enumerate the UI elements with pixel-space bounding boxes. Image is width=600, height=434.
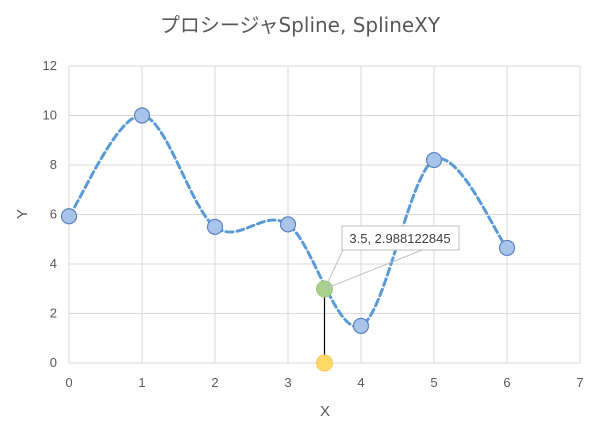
callout-leader-line bbox=[324, 249, 344, 290]
highlight-group bbox=[316, 280, 333, 372]
grid bbox=[68, 65, 581, 364]
y-tick-label: 4 bbox=[50, 256, 57, 271]
y-tick-label: 6 bbox=[50, 207, 57, 222]
y-tick-label: 2 bbox=[50, 306, 57, 321]
y-tick-label: 0 bbox=[50, 355, 57, 370]
data-point bbox=[133, 107, 151, 124]
callout-leader-line bbox=[324, 249, 423, 290]
x-tick-label: 2 bbox=[211, 375, 218, 390]
x-tick-label: 7 bbox=[576, 375, 583, 390]
data-point bbox=[279, 216, 297, 233]
y-axis-title: Y bbox=[14, 209, 31, 219]
x-tick-label: 1 bbox=[138, 375, 145, 390]
data-point bbox=[425, 151, 443, 169]
data-point bbox=[498, 239, 516, 257]
callout-text: 3.5, 2.988122845 bbox=[349, 231, 450, 246]
y-tick-label: 8 bbox=[50, 157, 57, 172]
callout-box bbox=[341, 225, 460, 251]
data-point bbox=[352, 317, 370, 334]
data-point bbox=[206, 218, 224, 235]
x-axis-title: X bbox=[320, 403, 330, 420]
y-tick-label: 12 bbox=[43, 58, 57, 73]
data-points bbox=[60, 107, 516, 334]
data-label-callout: 3.5, 2.988122845 bbox=[324, 225, 460, 290]
x-tick-label: 3 bbox=[284, 375, 291, 390]
data-point bbox=[60, 208, 78, 225]
x-tick-label: 0 bbox=[65, 375, 72, 390]
x-tick-label: 4 bbox=[357, 375, 364, 390]
base-point-marker bbox=[316, 354, 333, 372]
x-tick-label: 5 bbox=[430, 375, 437, 390]
y-tick-label: 10 bbox=[43, 108, 57, 123]
x-tick-label: 6 bbox=[503, 375, 510, 390]
chart-title: プロシージャSpline, SplineXY bbox=[160, 13, 441, 37]
